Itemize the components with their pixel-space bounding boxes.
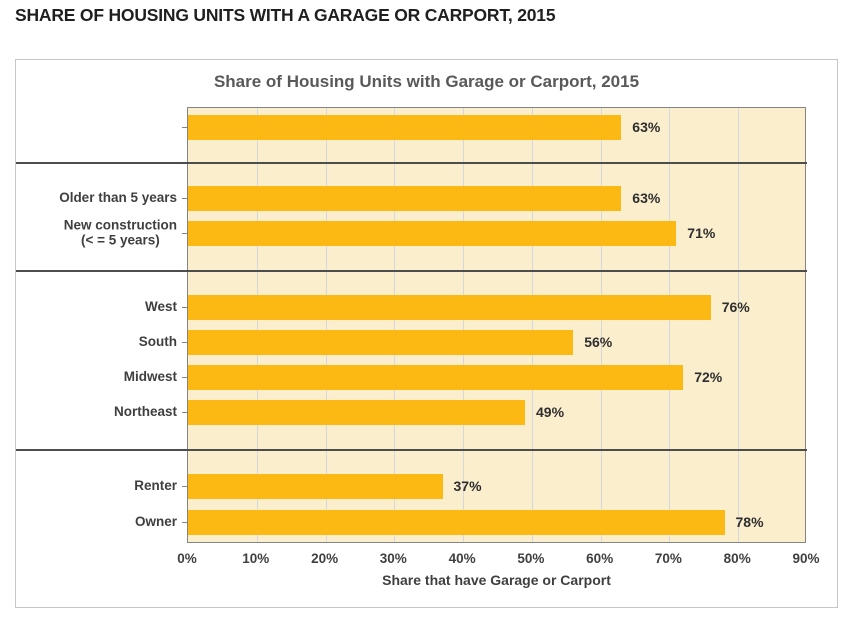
chart-figure: Share of Housing Units with Garage or Ca… bbox=[15, 59, 838, 608]
category-label: New construction (< = 5 years) bbox=[63, 216, 177, 248]
gridline bbox=[394, 108, 396, 542]
bar-value-label: 72% bbox=[694, 369, 723, 385]
category-label: Renter bbox=[134, 477, 177, 493]
category-label: Older than 5 years bbox=[59, 189, 177, 205]
bar bbox=[188, 221, 677, 246]
gridline bbox=[463, 108, 465, 542]
x-axis-tick-label: 10% bbox=[242, 551, 270, 566]
x-axis-tick-label: 90% bbox=[792, 551, 820, 566]
bar-value-label: 71% bbox=[687, 225, 716, 241]
gridline bbox=[531, 108, 533, 542]
category-label: Midwest bbox=[123, 368, 177, 384]
page-heading: SHARE OF HOUSING UNITS WITH A GARAGE OR … bbox=[15, 5, 556, 25]
category-label: Owner bbox=[134, 513, 177, 529]
gridline bbox=[600, 108, 602, 542]
gridline bbox=[256, 108, 258, 542]
plot-area: 63% 63% 71% 76% 56% 72% 49% 37% 78% bbox=[187, 107, 806, 543]
x-axis-tick-label: 50% bbox=[517, 551, 545, 566]
bar bbox=[188, 510, 725, 535]
gridline bbox=[669, 108, 671, 542]
category-label: South bbox=[138, 333, 177, 349]
x-axis-title: Share that have Garage or Carport bbox=[382, 572, 611, 588]
gridline bbox=[325, 108, 327, 542]
x-axis-tick-label: 70% bbox=[654, 551, 682, 566]
bar bbox=[188, 474, 443, 499]
bar bbox=[188, 295, 711, 320]
bar-value-label: 76% bbox=[721, 299, 750, 315]
chart-title: Share of Housing Units with Garage or Ca… bbox=[213, 72, 640, 91]
bar-value-label: 56% bbox=[584, 334, 613, 350]
bar bbox=[188, 365, 684, 390]
bar bbox=[188, 330, 574, 355]
category-label: West bbox=[144, 298, 177, 314]
category-label: Northeast bbox=[113, 403, 177, 419]
bar-value-label: 63% bbox=[632, 190, 661, 206]
x-axis-tick-label: 20% bbox=[311, 551, 339, 566]
x-axis-tick-label: 80% bbox=[723, 551, 751, 566]
bar bbox=[188, 400, 525, 425]
bar-value-label: 37% bbox=[453, 478, 482, 494]
gridline bbox=[738, 108, 740, 542]
bar-value-label: 78% bbox=[735, 514, 764, 530]
x-axis-tick-label: 0% bbox=[177, 551, 197, 566]
x-axis-tick-label: 40% bbox=[448, 551, 476, 566]
x-axis-tick-label: 60% bbox=[586, 551, 614, 566]
x-axis-tick-label: 30% bbox=[379, 551, 407, 566]
bar-value-label: 63% bbox=[632, 119, 661, 135]
bar bbox=[188, 115, 622, 140]
bar bbox=[188, 186, 622, 211]
bar-value-label: 49% bbox=[536, 404, 565, 420]
